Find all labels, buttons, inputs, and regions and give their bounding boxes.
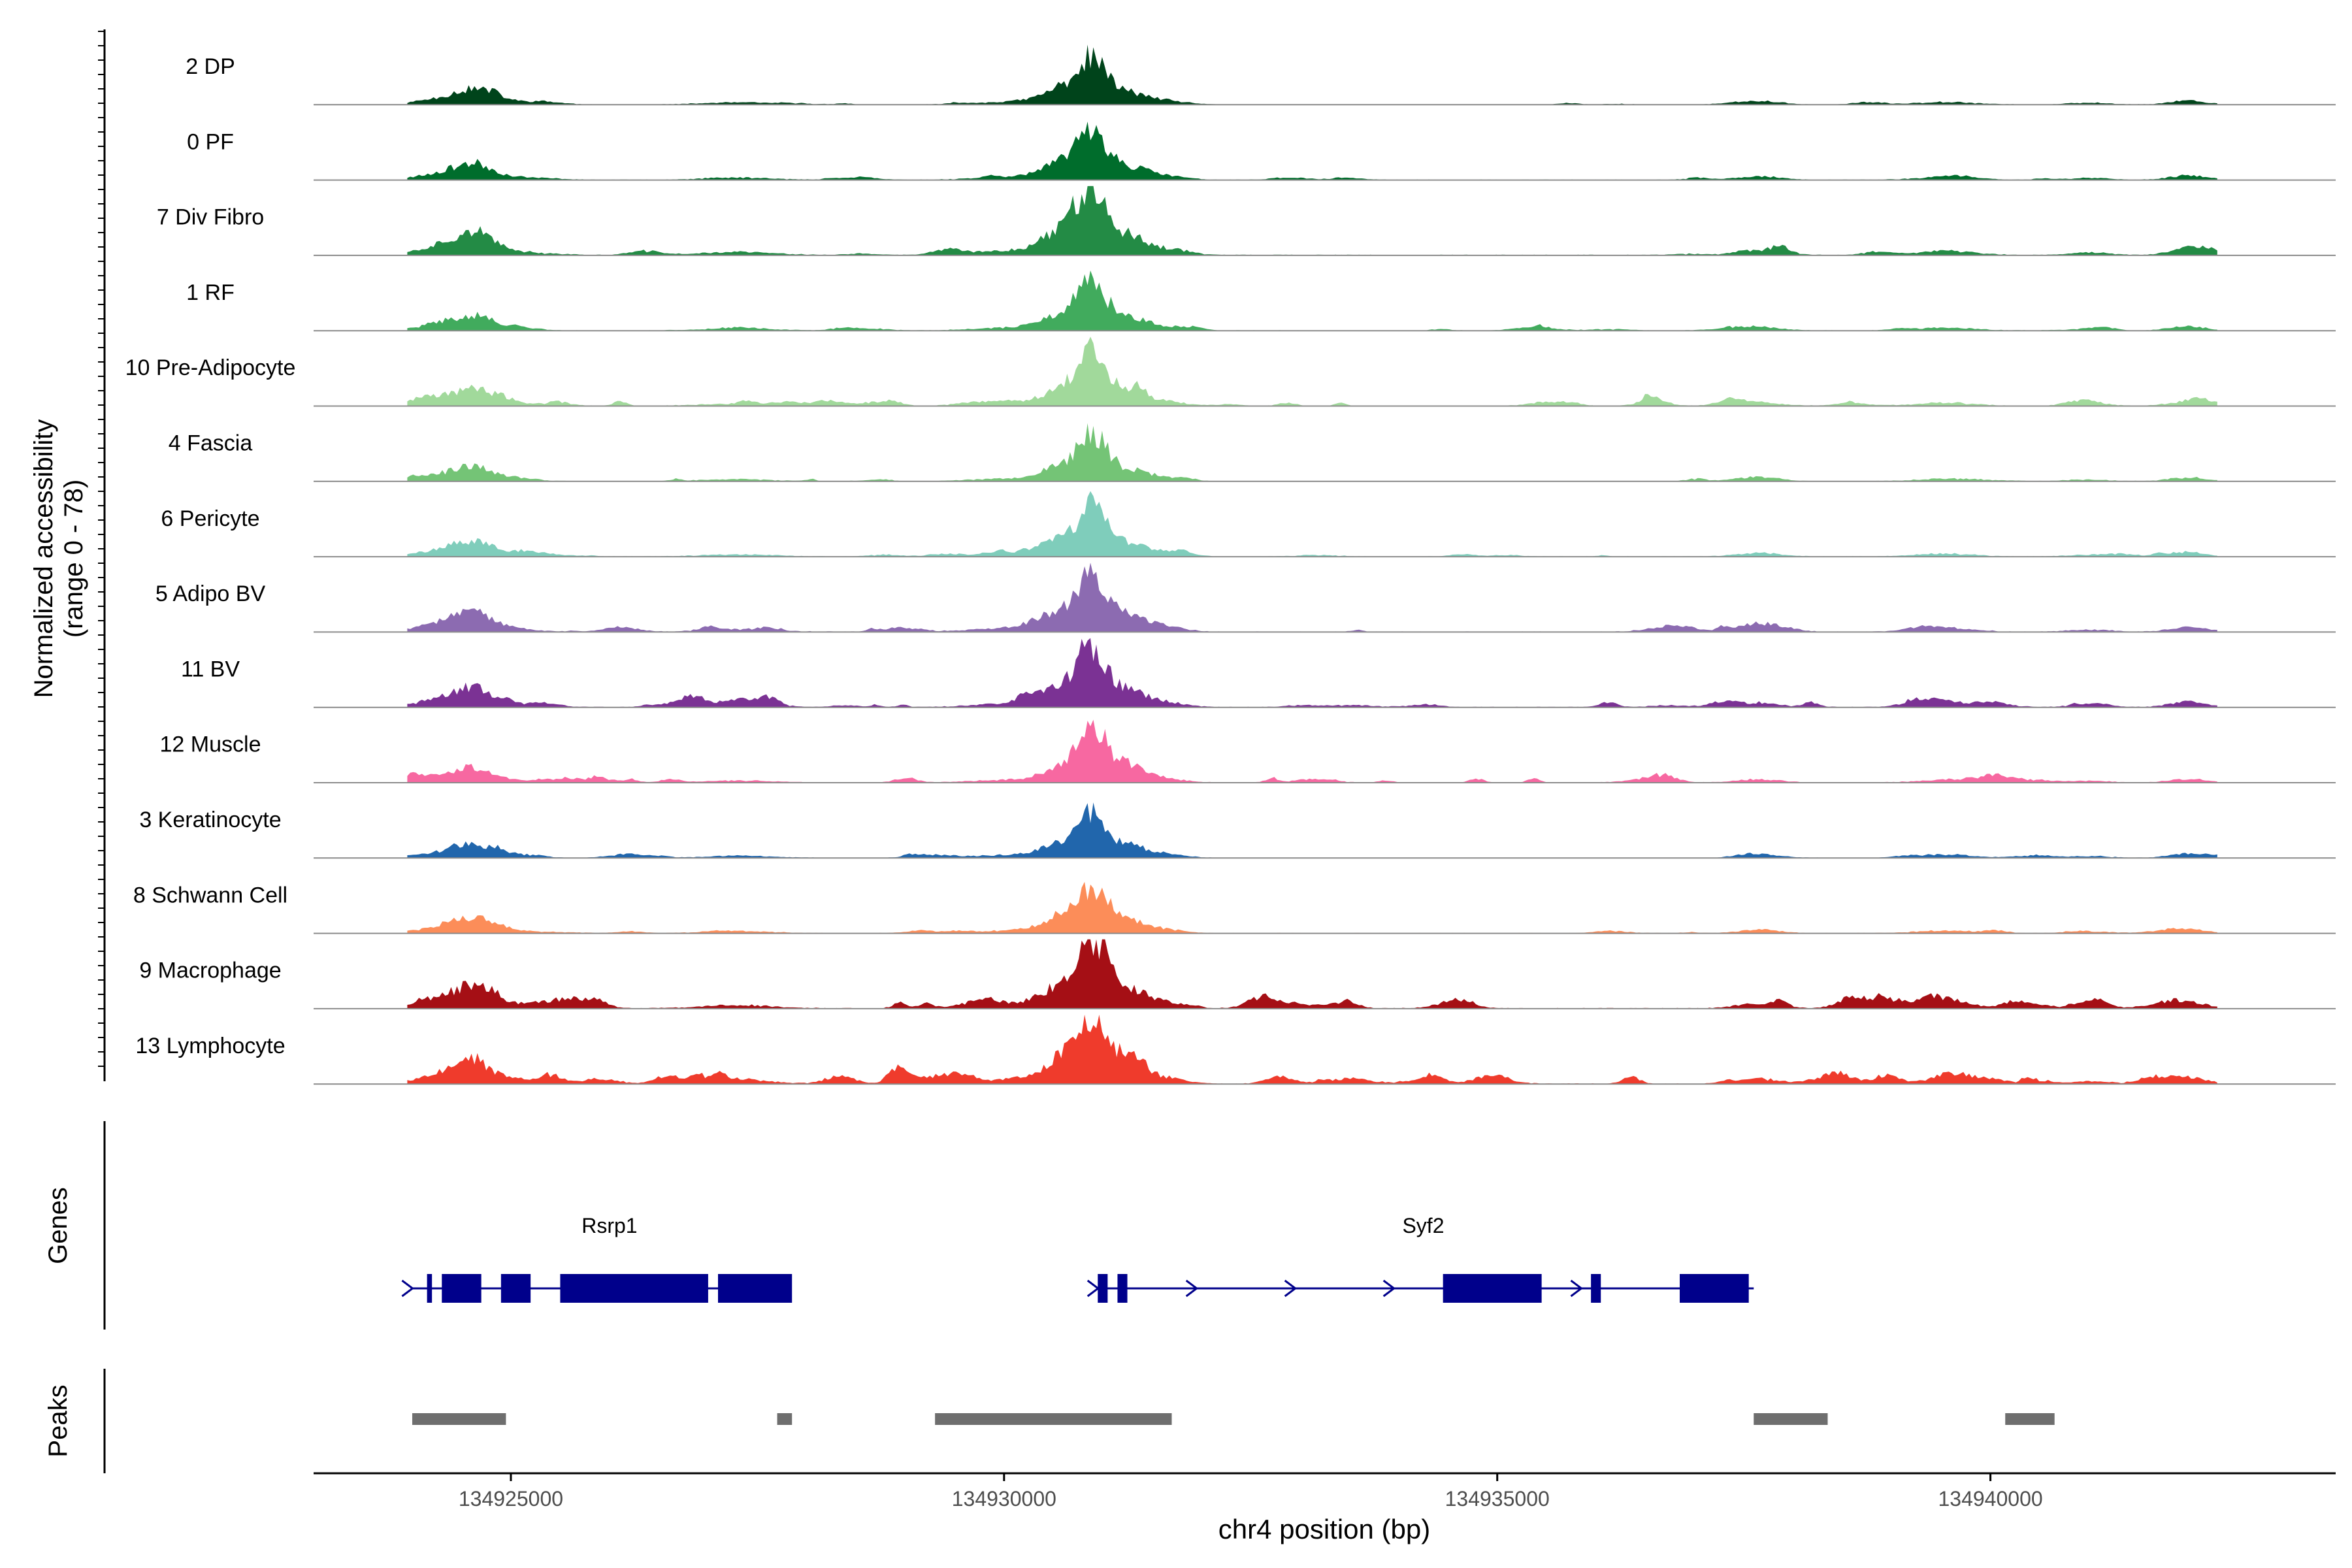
- gene-models: Rsrp1 Syf2: [401, 1214, 1754, 1303]
- track-label: 8 Schwann Cell: [133, 883, 287, 907]
- peak-regions: [412, 1413, 2055, 1425]
- track-label: 4 Fascia: [169, 431, 253, 456]
- gene-name-label: Syf2: [1402, 1214, 1444, 1237]
- track-label: 10 Pre-Adipocyte: [125, 355, 296, 380]
- strand-arrow: [401, 1279, 414, 1298]
- genes-panel-label: Genes: [44, 1187, 73, 1264]
- x-axis-ticks: 134925000 134930000 134935000 134940000: [459, 1473, 2043, 1511]
- coverage-track: 9 Macrophage: [139, 939, 2336, 1009]
- strand-arrow: [1086, 1279, 1100, 1298]
- track-label: 6 Pericyte: [161, 506, 259, 531]
- track-label: 1 RF: [186, 280, 235, 305]
- gene-name-label: Rsrp1: [581, 1214, 637, 1237]
- track-label: 9 Macrophage: [139, 958, 281, 983]
- coverage-track: 7 Div Fibro: [157, 186, 2336, 256]
- strand-arrow: [1570, 1279, 1583, 1298]
- gene-model: Rsrp1: [401, 1214, 792, 1303]
- x-axis-title: chr4 position (bp): [1218, 1514, 1431, 1544]
- gene-exon: [718, 1274, 792, 1303]
- gene-exon: [1591, 1274, 1601, 1303]
- track-label: 13 Lymphocyte: [135, 1034, 285, 1058]
- peak-region: [777, 1413, 792, 1425]
- gene-exon: [442, 1274, 482, 1303]
- coverage-tracks-panel: 2 DP 0 PF 7 Div Fibro 1 RF 10 Pre-Adipocyte 4…: [125, 44, 2336, 1085]
- x-axis-tick-label: 134935000: [1445, 1487, 1550, 1511]
- gene-exon: [1098, 1274, 1108, 1303]
- strand-arrow: [1382, 1279, 1396, 1298]
- x-axis-tick-label: 134940000: [1938, 1487, 2042, 1511]
- gene-exon: [1117, 1274, 1128, 1303]
- coverage-track: 8 Schwann Cell: [133, 881, 2336, 934]
- gene-exon: [500, 1274, 531, 1303]
- coverage-area: [407, 939, 2217, 1009]
- coverage-track: 5 Adipo BV: [155, 563, 2336, 633]
- coverage-track: 10 Pre-Adipocyte: [125, 336, 2336, 407]
- gene-exon: [1680, 1274, 1749, 1303]
- gene-exon: [427, 1274, 433, 1303]
- peak-region: [2005, 1413, 2055, 1425]
- peak-region: [1754, 1413, 1828, 1425]
- coverage-track: 4 Fascia: [169, 423, 2336, 482]
- gene-exon: [560, 1274, 708, 1303]
- track-label: 5 Adipo BV: [155, 581, 266, 606]
- coverage-track: 12 Muscle: [160, 719, 2336, 783]
- strand-arrow: [653, 1279, 666, 1298]
- coverage-track: 1 RF: [186, 270, 2336, 332]
- y-axis-label-line2: (range 0 - 78): [59, 480, 88, 638]
- coverage-y-axis-ticks: [98, 31, 105, 1067]
- y-axis-label-line1: Normalized accessibility: [29, 419, 58, 698]
- x-axis-tick-label: 134930000: [952, 1487, 1056, 1511]
- coverage-track: 0 PF: [187, 122, 2336, 181]
- peaks-panel-label: Peaks: [44, 1384, 73, 1457]
- coverage-track: 13 Lymphocyte: [135, 1015, 2336, 1085]
- gene-model: Syf2: [1086, 1214, 1754, 1303]
- coverage-track: 6 Pericyte: [161, 491, 2336, 558]
- x-axis-tick-label: 134925000: [459, 1487, 563, 1511]
- track-label: 11 BV: [181, 657, 240, 681]
- peak-region: [412, 1413, 506, 1425]
- coverage-track: 2 DP: [186, 44, 2336, 106]
- track-label: 3 Keratinocyte: [139, 808, 281, 832]
- track-label: 12 Muscle: [160, 732, 261, 757]
- coverage-track: 3 Keratinocyte: [139, 802, 2336, 859]
- gene-exon: [1443, 1274, 1542, 1303]
- track-label: 0 PF: [187, 129, 234, 154]
- coverage-track: 11 BV: [181, 638, 2336, 708]
- track-label: 2 DP: [186, 54, 235, 79]
- track-label: 7 Div Fibro: [157, 205, 264, 230]
- strand-arrow: [1185, 1279, 1199, 1298]
- peak-region: [935, 1413, 1172, 1425]
- strand-arrow: [1284, 1279, 1298, 1298]
